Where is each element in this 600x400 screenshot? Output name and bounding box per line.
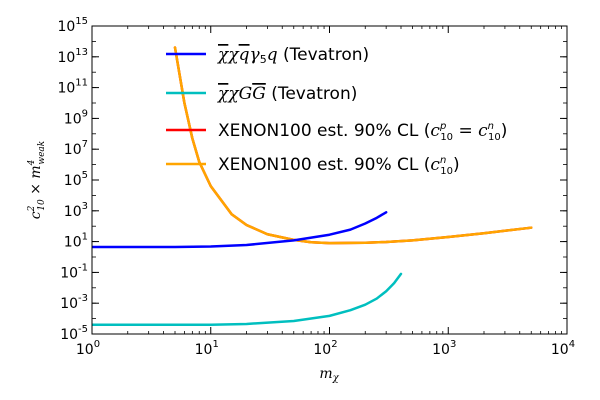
y-tick-label: 101: [64, 232, 88, 251]
y-tick-label: 10-1: [60, 262, 88, 281]
y-axis-label: c210 × m4weak: [27, 141, 47, 220]
x-tick-label: 103: [432, 339, 456, 358]
legend-label: XENON100 est. 90% CL (cn 10): [218, 155, 460, 177]
series-line-2: [173, 46, 533, 245]
y-tick-label: 10-5: [60, 324, 88, 343]
y-tick-label: 1011: [57, 78, 88, 97]
y-tick-label: 1013: [57, 47, 88, 66]
legend-entry-xenon-pn: XENON100 est. 90% CL (cp 10 = cn 10): [166, 121, 507, 143]
y-tick-label: 103: [64, 201, 88, 220]
x-axis-ticks: 100 101 102 103 104: [76, 26, 575, 358]
series-line-0: [92, 211, 388, 249]
legend-label: χχGG (Tevatron): [217, 84, 357, 104]
legend-entry-tevatron-g: χχGG (Tevatron): [166, 84, 357, 104]
legend-entry-tevatron-q: χχqγ5q (Tevatron): [166, 45, 369, 66]
y-tick-label: 107: [64, 139, 88, 158]
series-layer: [92, 46, 533, 326]
y-tick-label: 10-3: [60, 293, 88, 312]
legend-label: XENON100 est. 90% CL (cp 10 = cn 10): [218, 121, 507, 143]
y-tick-label: 105: [64, 170, 88, 189]
y-tick-label: 109: [64, 108, 88, 127]
legend-label: χχqγ5q (Tevatron): [217, 45, 369, 66]
x-tick-label: 102: [313, 339, 337, 358]
x-tick-label: 104: [551, 339, 575, 358]
x-tick-label: 100: [76, 339, 100, 358]
plot-frame: [91, 25, 568, 335]
y-axis-ticks: 10-5 10-3 10-1 101 103 105 107 109 1011 1013 1015: [57, 16, 567, 343]
x-tick-label: 101: [195, 339, 219, 358]
y-tick-label: 1015: [57, 16, 88, 35]
series-line-1: [92, 272, 403, 326]
x-axis-label: mχ: [319, 366, 339, 384]
series-line-3: [173, 46, 533, 245]
legend: χχqγ5q (Tevatron) χχGG (Tevatron) XENON1…: [166, 45, 507, 177]
legend-entry-xenon-n: XENON100 est. 90% CL (cn 10): [166, 155, 460, 177]
